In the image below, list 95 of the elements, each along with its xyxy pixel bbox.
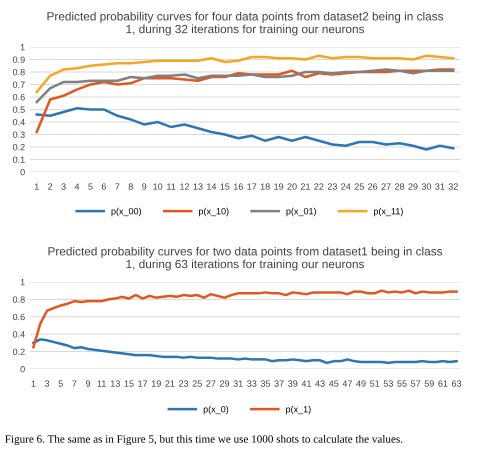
x-tick-label: 23 — [328, 183, 337, 190]
x-tick-label: 47 — [342, 380, 352, 387]
x-tick-label: 22 — [314, 183, 324, 190]
x-tick-label: 16 — [234, 183, 243, 190]
x-tick-label: 20 — [287, 183, 297, 190]
x-tick-label: 30 — [422, 183, 432, 190]
x-tick-label: 21 — [165, 380, 174, 387]
y-tick-label: 1 — [20, 279, 25, 286]
legend-label: p(x_1) — [286, 406, 311, 414]
x-tick-label: 57 — [410, 380, 420, 387]
x-tick-label: 15 — [124, 380, 134, 387]
x-tick-label: 63 — [452, 380, 462, 387]
legend-label: p(x_01) — [286, 208, 316, 216]
x-tick-label: 11 — [98, 380, 106, 387]
x-tick-label: 4 — [74, 183, 80, 190]
x-tick-label: 3 — [44, 380, 50, 387]
y-tick-label: 0.2 — [12, 348, 25, 355]
x-tick-label: 8 — [128, 183, 133, 190]
line-series — [32, 338, 458, 364]
x-tick-label: 31 — [234, 380, 243, 387]
x-tick-label: 29 — [220, 380, 230, 387]
x-tick-label: 37 — [274, 380, 284, 387]
x-tick-label: 12 — [180, 183, 190, 190]
x-tick-label: 9 — [86, 380, 90, 387]
x-tick-label: 25 — [354, 183, 364, 190]
x-tick-label: 7 — [72, 380, 76, 387]
legend-label: p(x_11) — [374, 208, 403, 216]
x-tick-label: 41 — [302, 380, 312, 387]
y-tick-label: 1 — [20, 44, 25, 50]
x-tick-label: 2 — [48, 183, 52, 190]
x-tick-label: 28 — [394, 183, 404, 190]
y-tick-label: 0.4 — [12, 118, 25, 126]
x-tick-label: 1 — [32, 380, 36, 387]
x-tick-label: 1 — [34, 183, 39, 190]
y-tick-label: 0.1 — [12, 156, 25, 163]
x-tick-label: 3 — [61, 183, 66, 190]
y-tick-label: 0.2 — [12, 144, 25, 150]
x-tick-label: 18 — [260, 183, 270, 190]
x-tick-label: 5 — [58, 380, 63, 387]
x-tick-label: 23 — [179, 380, 188, 387]
x-tick-label: 17 — [138, 380, 148, 387]
x-tick-label: 31 — [435, 183, 444, 190]
x-tick-label: 14 — [207, 183, 216, 190]
x-tick-label: 17 — [247, 183, 256, 190]
x-tick-label: 45 — [328, 380, 338, 387]
x-tick-label: 10 — [153, 183, 162, 190]
y-tick-label: 0.6 — [12, 314, 25, 320]
x-tick-label: 59 — [424, 380, 434, 387]
y-tick-label: 0 — [20, 366, 25, 372]
caption: Figure 6. The same as in Figure 5, but this time we use 1000 shots to calculate the values. — [5, 434, 402, 446]
x-tick-label: 19 — [152, 380, 161, 387]
y-tick-label: 0.8 — [12, 68, 25, 76]
chart-title: Predicted probability curves for four data points from dataset2 being in class 1, during 32 iterations for training our neurons — [47, 12, 444, 36]
x-tick-label: 19 — [274, 183, 284, 190]
x-tick-label: 24 — [341, 183, 351, 190]
line-series — [35, 107, 455, 151]
chart-title: Predicted probability curves for two data points from dataset1 being in class 1, during 63 iterations for training our neurons — [48, 246, 442, 271]
legend-label: p(x_00) — [112, 208, 142, 216]
y-tick-label: 0.8 — [12, 296, 25, 303]
x-tick-label: 32 — [448, 183, 458, 190]
x-tick-label: 43 — [315, 380, 325, 387]
x-tick-label: 35 — [260, 380, 270, 387]
x-tick-label: 5 — [88, 183, 93, 190]
x-tick-label: 9 — [142, 183, 146, 190]
x-tick-label: 7 — [115, 183, 120, 190]
line-series — [35, 68, 455, 104]
x-tick-label: 11 — [167, 183, 176, 190]
y-tick-label: 0.9 — [12, 56, 25, 63]
x-tick-label: 6 — [102, 183, 106, 190]
x-tick-label: 61 — [438, 380, 448, 387]
y-tick-label: 0.4 — [12, 331, 25, 338]
y-tick-label: 0.3 — [12, 131, 25, 138]
y-tick-label: 0.6 — [12, 94, 25, 100]
x-tick-label: 27 — [206, 380, 216, 387]
x-tick-label: 21 — [300, 183, 310, 190]
line-series — [35, 54, 455, 94]
x-tick-label: 13 — [194, 183, 203, 190]
x-tick-label: 15 — [220, 183, 230, 190]
x-tick-label: 25 — [192, 380, 202, 387]
x-tick-label: 33 — [247, 380, 256, 387]
x-tick-label: 27 — [382, 183, 391, 190]
line-series — [32, 289, 458, 348]
y-tick-label: 0 — [20, 168, 25, 176]
x-tick-label: 39 — [288, 380, 298, 387]
legend-label: p(x_0) — [204, 406, 228, 414]
y-tick-label: 0.5 — [12, 106, 25, 113]
x-tick-label: 53 — [384, 380, 393, 387]
y-tick-label: 0.7 — [12, 81, 25, 88]
x-tick-label: 55 — [397, 380, 407, 387]
legend-label: p(x_10) — [199, 208, 228, 216]
x-tick-label: 26 — [368, 183, 378, 190]
x-tick-label: 13 — [110, 380, 120, 387]
x-tick-label: 49 — [356, 380, 366, 387]
x-tick-label: 29 — [408, 183, 418, 190]
x-tick-label: 51 — [370, 380, 380, 387]
